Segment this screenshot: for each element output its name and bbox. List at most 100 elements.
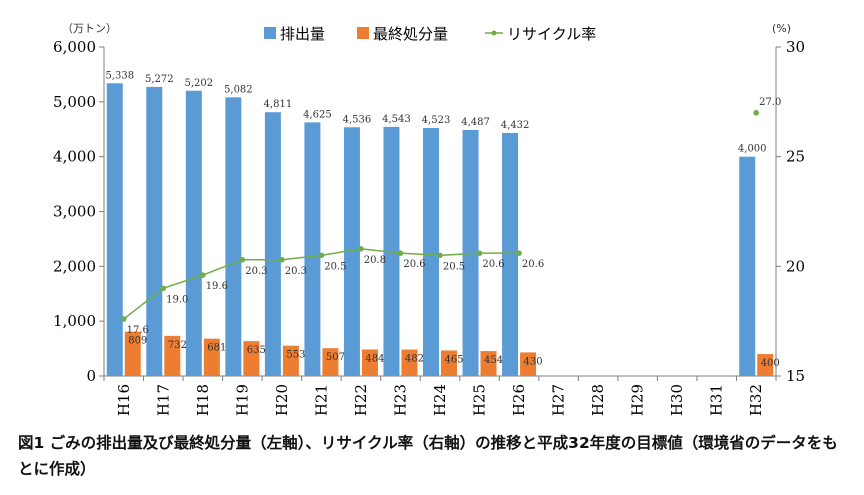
legend-label-recycle-rate: リサイクル率: [507, 25, 596, 43]
legend-label-final-disposal: 最終処分量: [373, 25, 448, 43]
legend-label-emission: 排出量: [280, 25, 325, 43]
recycle-rate-label: 19.0: [166, 294, 188, 305]
final-disposal-bar: [164, 335, 181, 376]
emission-bar-label: 5,202: [185, 78, 214, 89]
emission-bar-label: 4,432: [501, 120, 530, 131]
final-disposal-bar: [361, 349, 378, 376]
legend-marker-recycle-rate: [491, 30, 497, 36]
emission-bar: [502, 132, 519, 376]
final-disposal-bar: [520, 352, 537, 376]
recycle-rate-label: 17.6: [127, 325, 149, 336]
recycle-rate-point: [160, 285, 167, 292]
final-disposal-bar-label: 465: [444, 355, 463, 366]
recycle-rate-line: [123, 248, 520, 320]
x-tick-label: H31: [708, 384, 726, 416]
left-axis-unit: （万トン）: [62, 22, 117, 35]
final-disposal-bar: [243, 341, 260, 376]
recycle-rate-point: [239, 256, 246, 263]
final-disposal-bar: [401, 349, 418, 376]
emission-bar: [304, 122, 321, 376]
final-disposal-bar-label: 454: [484, 355, 503, 366]
recycle-rate-label: 20.5: [324, 261, 346, 272]
left-tick-label: 5,000: [53, 93, 96, 111]
final-disposal-bar: [757, 354, 774, 376]
emission-bar: [225, 97, 242, 376]
emission-bar: [264, 112, 281, 376]
recycle-rate-label: 20.3: [245, 266, 267, 277]
emission-bar-label: 5,272: [145, 74, 174, 85]
x-tick-label: H26: [510, 384, 528, 416]
emission-bar-label: 5,082: [224, 84, 253, 95]
chart: （万トン） (%) 排出量 最終処分量 リサイクル率 0 1,000 2,000 3,…: [53, 22, 805, 416]
recycle-rate-point: [516, 250, 522, 256]
x-tick-label: H16: [115, 384, 133, 416]
final-disposal-bar-label: 809: [128, 336, 147, 347]
x-tick-label: H19: [233, 384, 251, 416]
right-tick-label: 25: [786, 148, 805, 166]
recycle-rate-label: 20.8: [364, 255, 386, 266]
x-tick-label: H18: [194, 384, 212, 416]
x-tick-label: H20: [273, 384, 291, 416]
recycle-rate-label: 20.3: [285, 266, 307, 277]
emission-bar: [106, 83, 123, 376]
left-tick-label: 1,000: [53, 312, 96, 330]
recycle-rate-label: 19.6: [206, 281, 228, 292]
left-tick-label: 4,000: [53, 148, 96, 166]
recycle-rate-label: 20.6: [482, 259, 504, 270]
legend-swatch-final-disposal: [357, 27, 369, 39]
final-disposal-bar-label: 635: [247, 345, 266, 356]
legend-swatch-emission: [264, 27, 276, 39]
recycle-rate-point: [279, 256, 285, 263]
emission-bar: [146, 86, 163, 376]
x-tick-label: H29: [629, 384, 647, 416]
final-disposal-bar-label: 482: [405, 354, 424, 365]
final-disposal-bar-label: 553: [286, 350, 305, 361]
final-disposal-bar-label: 681: [207, 343, 226, 354]
x-tick-label: H23: [391, 384, 409, 416]
final-disposal-bar-label: 400: [761, 358, 780, 369]
recycle-rate-label: 20.5: [443, 261, 465, 272]
x-tick-label: H30: [668, 384, 686, 416]
emission-bar: [739, 156, 756, 376]
final-disposal-bar-label: 484: [365, 353, 384, 364]
recycle-rate-point: [476, 250, 483, 256]
recycle-rate-point: [200, 272, 206, 278]
left-tick-label: 3,000: [53, 203, 96, 221]
emission-bar-label: 4,536: [343, 114, 372, 125]
right-tick-label: 30: [786, 38, 805, 56]
recycle-rate-point: [358, 245, 364, 252]
x-tick-label: H27: [550, 384, 568, 416]
figure-caption: 図1 ごみの排出量及び最終処分量（左軸）、リサイクル率（右軸）の推移と平成32年…: [18, 434, 838, 478]
final-disposal-bar: [441, 350, 457, 376]
right-axis-unit: (%): [772, 22, 791, 35]
recycle-rate-point: [753, 110, 760, 116]
final-disposal-bar-label: 430: [524, 356, 543, 367]
recycle-rate-point: [437, 252, 443, 259]
emission-bar: [343, 127, 360, 376]
legend: 排出量 最終処分量 リサイクル率: [264, 25, 596, 43]
recycle-rate-point: [120, 316, 127, 322]
emission-bar: [423, 127, 439, 376]
plot-area: 0 1,000 2,000 3,000 4,000 5,000 6,000 15 20 25 30 H…: [53, 38, 805, 416]
final-disposal-bar-label: 732: [168, 340, 187, 351]
final-disposal-bar: [124, 331, 141, 376]
x-tick-label: H32: [747, 384, 765, 416]
final-disposal-bar: [322, 348, 339, 376]
emission-bar-label: 4,543: [382, 114, 411, 125]
x-tick-label: H17: [154, 384, 172, 416]
recycle-rate-point: [318, 252, 325, 259]
left-tick-label: 2,000: [53, 257, 96, 275]
x-tick-label: H25: [471, 384, 489, 416]
x-tick-label: H24: [431, 384, 449, 416]
recycle-rate-label: 20.6: [522, 259, 544, 270]
emission-bar: [185, 90, 202, 376]
recycle-rate-point: [397, 250, 404, 256]
x-tick-label: H28: [589, 384, 607, 416]
x-tick-label: H21: [312, 384, 330, 416]
recycle-rate-label: 20.6: [403, 259, 425, 270]
x-tick-label: H22: [352, 384, 370, 416]
left-tick-label: 6,000: [53, 38, 96, 56]
final-disposal-bar-label: 507: [326, 352, 345, 363]
final-disposal-bar: [282, 345, 299, 376]
right-tick-label: 15: [786, 367, 805, 385]
